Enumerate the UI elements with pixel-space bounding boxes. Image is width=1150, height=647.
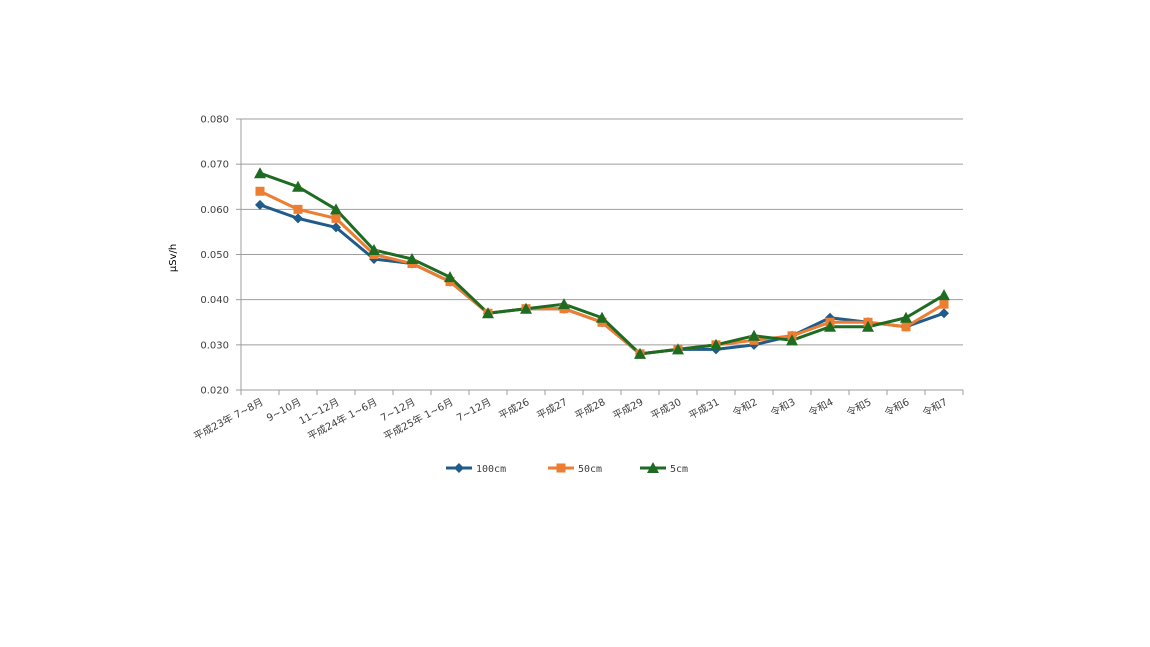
x-tick-label: 令和6	[882, 395, 911, 419]
series-line-100cm	[259, 203, 945, 356]
data-point-square	[556, 463, 566, 473]
y-tick-label: 0.040	[200, 295, 229, 306]
y-axis: 0.020 0.030 0.040 0.050 0.060 0.070 0.080	[200, 115, 242, 397]
data-point-triangle	[520, 302, 532, 314]
data-point-diamond	[293, 213, 303, 224]
data-point-triangle	[634, 347, 646, 359]
series-line-50cm	[259, 189, 945, 356]
data-point-square	[293, 204, 303, 214]
y-tick-label: 0.070	[200, 160, 229, 171]
y-tick-label: 0.050	[200, 250, 229, 261]
legend-label: 100cm	[476, 464, 506, 475]
x-tick-label: 平成28	[573, 396, 608, 422]
data-point-triangle	[900, 311, 912, 323]
data-point-square	[901, 322, 911, 332]
x-tick-label: 令和7	[920, 395, 949, 419]
data-point-square	[331, 213, 341, 223]
series-markers	[254, 167, 950, 359]
data-point-triangle	[596, 311, 608, 323]
x-tick-label: 平成26	[497, 396, 532, 422]
data-point-triangle	[938, 289, 950, 301]
data-point-triangle	[862, 320, 874, 332]
y-tick-label: 0.020	[200, 386, 229, 397]
data-point-diamond	[454, 463, 464, 473]
x-tick-label: 令和5	[844, 395, 873, 419]
legend: 100cm 50cm 5cm	[446, 462, 688, 475]
data-point-triangle	[482, 307, 494, 319]
data-point-triangle	[330, 203, 342, 215]
data-point-triangle	[558, 298, 570, 310]
x-tick-label: 令和3	[768, 395, 797, 419]
data-point-diamond	[939, 308, 949, 319]
x-tick-label: 平成31	[687, 396, 722, 422]
x-tick-label: 平成23年 7~8月	[191, 395, 265, 443]
y-tick-label: 0.030	[200, 340, 229, 351]
y-axis-label: μSv/h	[168, 244, 179, 272]
data-point-triangle	[824, 320, 836, 332]
x-tick-label: 平成29	[611, 396, 646, 422]
data-point-triangle	[786, 334, 798, 346]
data-point-square	[939, 299, 949, 309]
data-point-diamond	[331, 222, 341, 233]
legend-label: 50cm	[578, 464, 602, 475]
data-point-square	[255, 186, 265, 196]
x-tick-label: 平成27	[535, 396, 570, 422]
x-tick-label: 令和2	[730, 395, 759, 419]
data-point-triangle	[406, 253, 418, 265]
data-point-triangle	[748, 329, 760, 341]
x-tick-label: 7~12月	[455, 396, 494, 424]
data-point-diamond	[255, 199, 265, 210]
data-point-triangle	[292, 180, 304, 192]
data-point-triangle	[254, 167, 266, 179]
x-tick-label: 9~10月	[265, 396, 304, 424]
x-tick-label: 令和4	[806, 395, 835, 419]
legend-label: 5cm	[670, 464, 688, 475]
data-point-triangle	[672, 343, 684, 355]
data-point-triangle	[444, 271, 456, 283]
y-tick-label: 0.080	[200, 115, 229, 126]
data-point-triangle	[710, 338, 722, 350]
data-point-triangle	[647, 462, 659, 473]
x-tick-label: 平成30	[649, 396, 684, 422]
gridlines	[241, 118, 963, 391]
data-point-triangle	[368, 243, 380, 255]
y-tick-label: 0.060	[200, 205, 229, 216]
